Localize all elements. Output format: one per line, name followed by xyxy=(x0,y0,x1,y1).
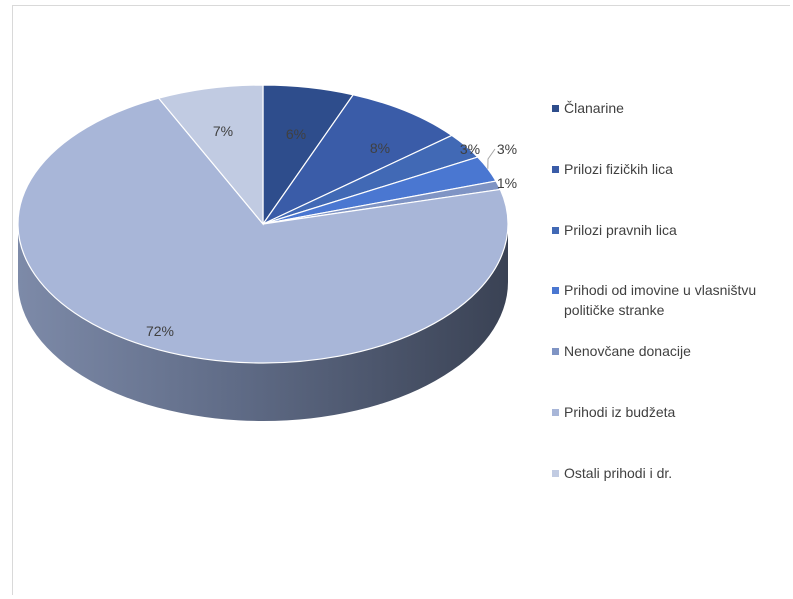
legend-item-ostali-prihodi: Ostali prihodi i dr. xyxy=(552,463,672,483)
pie-slice-6 xyxy=(157,84,264,226)
data-label-3: 3% xyxy=(497,141,517,157)
legend-label: Nenovčane donacije xyxy=(564,343,691,359)
legend-swatch xyxy=(552,166,559,173)
chart-frame xyxy=(12,5,790,595)
data-label-2: 3% xyxy=(460,141,480,157)
legend-swatch xyxy=(552,470,559,477)
legend-swatch xyxy=(552,105,559,112)
legend-item-nenovcane-donacije: Nenovčane donacije xyxy=(552,341,691,361)
pie-slice-5 xyxy=(17,97,509,364)
legend-label: Prihodi od imovine u vlasništvu političk… xyxy=(564,282,757,318)
legend-item-prihodi-od-imovine: Prihodi od imovine u vlasništvu političk… xyxy=(552,280,787,320)
legend-label: Prihodi iz budžeta xyxy=(564,404,676,420)
data-label-0: 6% xyxy=(286,126,306,142)
legend-swatch xyxy=(552,409,559,416)
legend-label: Prilozi fizičkih lica xyxy=(564,161,673,177)
legend-label: Članarine xyxy=(564,100,624,116)
legend-item-prilozi-fizickih-lica: Prilozi fizičkih lica xyxy=(552,159,673,179)
legend-swatch xyxy=(552,287,559,294)
leader-line xyxy=(487,148,496,169)
data-label-6: 7% xyxy=(213,123,233,139)
legend-label: Prilozi pravnih lica xyxy=(564,222,677,238)
legend-item-clanarine: Članarine xyxy=(552,98,624,118)
legend-swatch xyxy=(552,227,559,234)
pie-slice-1 xyxy=(261,94,453,226)
data-label-4: 1% xyxy=(497,175,517,191)
data-label-5: 72% xyxy=(146,323,174,339)
data-label-1: 8% xyxy=(370,140,390,156)
pie-side-wall xyxy=(18,224,508,421)
legend-label: Ostali prihodi i dr. xyxy=(564,465,673,481)
legend-swatch xyxy=(552,348,559,355)
legend-item-prihodi-iz-budzeta: Prihodi iz budžeta xyxy=(552,402,675,422)
legend-item-prilozi-pravnih-lica: Prilozi pravnih lica xyxy=(552,220,677,240)
